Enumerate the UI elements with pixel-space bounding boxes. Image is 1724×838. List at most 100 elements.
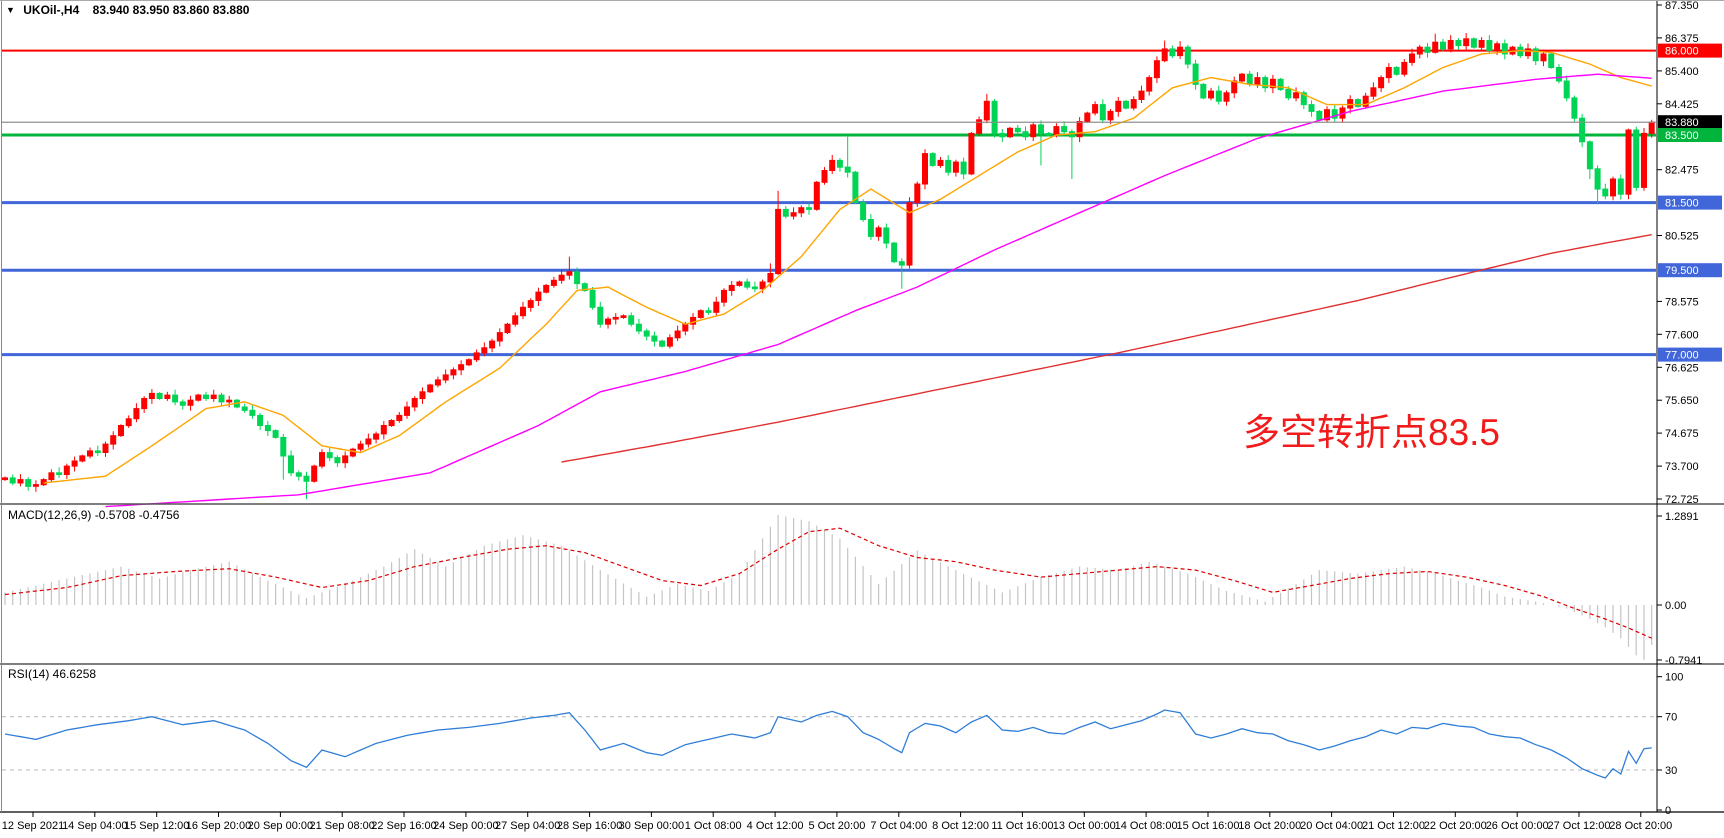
axis-tick-label: 74.675: [1665, 428, 1699, 440]
candle: [2, 477, 8, 481]
candle: [226, 399, 233, 403]
candle: [1177, 46, 1184, 57]
candle: [728, 284, 735, 291]
candle: [628, 315, 635, 325]
candle: [1324, 109, 1330, 121]
candle: [94, 450, 101, 454]
candle: [1300, 92, 1307, 106]
time-tick-label: 11 Oct 16:00: [991, 820, 1053, 832]
time-tick-label: 14 Sep 04:00: [62, 820, 127, 832]
candle: [898, 261, 905, 266]
candle: [1316, 110, 1323, 121]
candle: [960, 161, 967, 175]
candle: [9, 477, 16, 484]
symbol-dropdown-icon[interactable]: ▼: [6, 5, 15, 15]
candle: [612, 316, 619, 320]
axis-tick-label: 73.700: [1665, 461, 1699, 473]
rsi-indicator-label: RSI(14) 46.6258: [8, 667, 97, 681]
candle: [87, 450, 93, 457]
candle: [1277, 78, 1284, 90]
axis-tick-label: -0.7941: [1665, 655, 1702, 667]
candle: [1053, 126, 1060, 136]
candle: [836, 159, 843, 168]
candle: [1579, 117, 1586, 143]
axis-tick-label: 87.350: [1665, 0, 1699, 12]
candle: [1354, 99, 1361, 107]
axis-tick-label: 84.425: [1665, 99, 1699, 111]
axis-tick-label: 77.600: [1665, 329, 1699, 341]
candle: [1308, 104, 1315, 112]
chart-annotation[interactable]: 多空转折点83.5: [1243, 412, 1501, 453]
candle: [775, 208, 782, 275]
horizontal-level-lines[interactable]: [2, 49, 1656, 357]
candle: [1362, 95, 1369, 107]
candle: [1494, 43, 1501, 52]
ma-slow-red: [561, 234, 1652, 463]
time-tick-label: 22 Oct 20:00: [1424, 820, 1487, 832]
candle: [852, 171, 859, 204]
candle: [404, 406, 410, 416]
candle: [806, 207, 812, 210]
candle: [1378, 77, 1385, 89]
macd-signal-line: [4, 527, 1652, 639]
candle: [798, 207, 805, 214]
candle: [373, 433, 380, 440]
candle: [195, 394, 202, 401]
price-badge: [1658, 128, 1722, 142]
axis-tick-label: 86.375: [1665, 33, 1699, 45]
candle: [357, 443, 364, 450]
candle: [1285, 88, 1292, 99]
candle: [148, 392, 155, 399]
candle: [867, 219, 874, 237]
candle: [1231, 80, 1238, 94]
candle: [1262, 77, 1269, 89]
time-tick-label: 7 Oct 04:00: [870, 820, 927, 832]
candle: [179, 401, 186, 406]
candle: [125, 418, 132, 427]
candle: [1432, 41, 1439, 53]
candle: [581, 283, 588, 292]
candle: [1555, 67, 1562, 82]
candles: [2, 33, 1655, 500]
price-axis[interactable]: 87.350 86.375 85.400 84.425 82.475 80.525 78.5…: [1657, 0, 1722, 506]
price-badge: [1658, 195, 1722, 210]
candle: [1153, 60, 1160, 79]
time-tick-label: 15 Oct 16:00: [1177, 820, 1240, 832]
price-badge: [1658, 347, 1722, 362]
candle: [1347, 99, 1354, 109]
ma-fast-orange: [43, 49, 1652, 484]
symbol-label: UKOil-,H4: [23, 3, 80, 17]
time-tick-label: 30 Sep 00:00: [619, 820, 684, 832]
candle: [1385, 67, 1392, 79]
candle: [110, 435, 117, 445]
axis-tick-label: 30: [1665, 765, 1677, 777]
axis-tick-label: 77.000: [1665, 350, 1699, 362]
candle: [520, 306, 526, 317]
rsi-panel[interactable]: [2, 709, 1656, 779]
candle: [156, 392, 163, 399]
candle: [697, 310, 704, 319]
candle: [1440, 41, 1446, 50]
candle: [102, 443, 109, 454]
time-tick-label: 21 Oct 12:00: [1362, 820, 1425, 832]
candle: [952, 161, 959, 173]
candle: [821, 170, 828, 183]
candle: [458, 364, 465, 371]
candle: [597, 306, 604, 325]
candle: [883, 227, 890, 244]
axis-tick-label: 86.000: [1665, 46, 1699, 58]
ma-mid-magenta-line: [105, 73, 1652, 508]
candle: [767, 273, 774, 283]
macd-panel[interactable]: [4, 515, 1653, 661]
candle: [1045, 132, 1052, 136]
time-tick-label: 21 Sep 08:00: [309, 820, 374, 832]
axis-tick-label: 0: [1665, 805, 1671, 817]
candle: [782, 208, 789, 217]
time-tick-label: 24 Sep 00:00: [433, 820, 498, 832]
ma-fast-orange-line: [43, 49, 1652, 484]
candle: [79, 455, 86, 462]
candle: [1331, 109, 1338, 119]
indicator-axes[interactable]: 1.2891 0.00 -0.7941 100 70 30 0: [1657, 511, 1702, 817]
